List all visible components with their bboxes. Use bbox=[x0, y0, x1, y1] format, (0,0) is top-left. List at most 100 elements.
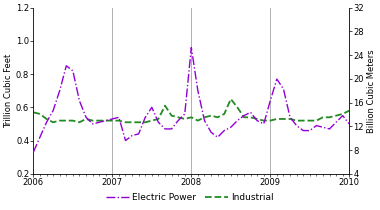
Electric Power bbox=[57, 89, 62, 92]
Electric Power bbox=[222, 129, 226, 132]
Electric Power bbox=[202, 119, 207, 122]
Electric Power bbox=[97, 121, 101, 123]
Legend: Electric Power, Industrial: Electric Power, Industrial bbox=[102, 189, 278, 206]
Electric Power bbox=[136, 133, 141, 135]
Electric Power bbox=[169, 128, 174, 130]
Electric Power bbox=[196, 89, 200, 92]
Industrial bbox=[169, 114, 174, 117]
Electric Power bbox=[275, 78, 279, 80]
Industrial bbox=[222, 113, 226, 115]
Industrial bbox=[196, 119, 200, 122]
Electric Power bbox=[103, 119, 108, 122]
Industrial bbox=[84, 118, 88, 120]
Industrial bbox=[97, 119, 101, 122]
Line: Industrial: Industrial bbox=[33, 99, 349, 122]
Electric Power bbox=[248, 111, 253, 114]
Industrial bbox=[31, 111, 36, 114]
Industrial bbox=[110, 119, 115, 122]
Electric Power bbox=[156, 121, 161, 123]
Industrial bbox=[294, 119, 299, 122]
Industrial bbox=[228, 98, 233, 100]
Electric Power bbox=[189, 46, 193, 49]
Electric Power bbox=[228, 126, 233, 129]
Industrial bbox=[176, 116, 180, 119]
Industrial bbox=[182, 118, 187, 120]
Industrial bbox=[117, 119, 121, 122]
Industrial bbox=[307, 119, 312, 122]
Electric Power bbox=[255, 119, 260, 122]
Industrial bbox=[38, 113, 42, 115]
Electric Power bbox=[314, 124, 318, 127]
Electric Power bbox=[261, 123, 266, 125]
Electric Power bbox=[44, 121, 49, 123]
Y-axis label: Trillion Cubic Feet: Trillion Cubic Feet bbox=[4, 54, 13, 128]
Industrial bbox=[242, 116, 246, 119]
Industrial bbox=[77, 121, 82, 123]
Industrial bbox=[215, 116, 220, 119]
Electric Power bbox=[31, 151, 36, 154]
Industrial bbox=[103, 119, 108, 122]
Industrial bbox=[275, 118, 279, 120]
Electric Power bbox=[327, 128, 332, 130]
Industrial bbox=[248, 116, 253, 119]
Electric Power bbox=[123, 139, 128, 142]
Industrial bbox=[268, 119, 272, 122]
Electric Power bbox=[209, 131, 213, 134]
Electric Power bbox=[288, 116, 292, 119]
Industrial bbox=[255, 118, 260, 120]
Electric Power bbox=[71, 70, 75, 72]
Electric Power bbox=[301, 129, 306, 132]
Electric Power bbox=[90, 123, 95, 125]
Industrial bbox=[163, 104, 167, 107]
Electric Power bbox=[347, 123, 352, 125]
Electric Power bbox=[215, 136, 220, 138]
Electric Power bbox=[176, 119, 180, 122]
Electric Power bbox=[294, 124, 299, 127]
Industrial bbox=[150, 119, 154, 122]
Industrial bbox=[136, 121, 141, 123]
Industrial bbox=[321, 116, 325, 119]
Industrial bbox=[90, 119, 95, 122]
Electric Power bbox=[51, 109, 55, 112]
Electric Power bbox=[64, 64, 68, 67]
Industrial bbox=[189, 116, 193, 119]
Electric Power bbox=[163, 128, 167, 130]
Electric Power bbox=[182, 113, 187, 115]
Y-axis label: Billion Cubic Meters: Billion Cubic Meters bbox=[367, 49, 376, 133]
Industrial bbox=[71, 119, 75, 122]
Industrial bbox=[347, 109, 352, 112]
Electric Power bbox=[235, 119, 240, 122]
Industrial bbox=[64, 119, 68, 122]
Line: Electric Power: Electric Power bbox=[33, 47, 349, 152]
Industrial bbox=[143, 121, 147, 123]
Electric Power bbox=[84, 116, 88, 119]
Electric Power bbox=[110, 118, 115, 120]
Electric Power bbox=[281, 88, 286, 90]
Industrial bbox=[281, 118, 286, 120]
Electric Power bbox=[150, 106, 154, 109]
Industrial bbox=[202, 116, 207, 119]
Industrial bbox=[51, 121, 55, 123]
Industrial bbox=[327, 116, 332, 119]
Industrial bbox=[334, 114, 338, 117]
Electric Power bbox=[130, 134, 135, 137]
Industrial bbox=[340, 113, 345, 115]
Electric Power bbox=[321, 126, 325, 129]
Industrial bbox=[57, 119, 62, 122]
Electric Power bbox=[117, 116, 121, 119]
Electric Power bbox=[143, 116, 147, 119]
Electric Power bbox=[334, 121, 338, 123]
Electric Power bbox=[77, 99, 82, 102]
Industrial bbox=[235, 106, 240, 109]
Electric Power bbox=[242, 114, 246, 117]
Electric Power bbox=[307, 129, 312, 132]
Industrial bbox=[130, 121, 135, 123]
Electric Power bbox=[340, 114, 345, 117]
Industrial bbox=[288, 118, 292, 120]
Electric Power bbox=[268, 99, 272, 102]
Industrial bbox=[314, 119, 318, 122]
Industrial bbox=[123, 121, 128, 123]
Industrial bbox=[301, 119, 306, 122]
Industrial bbox=[261, 119, 266, 122]
Industrial bbox=[156, 118, 161, 120]
